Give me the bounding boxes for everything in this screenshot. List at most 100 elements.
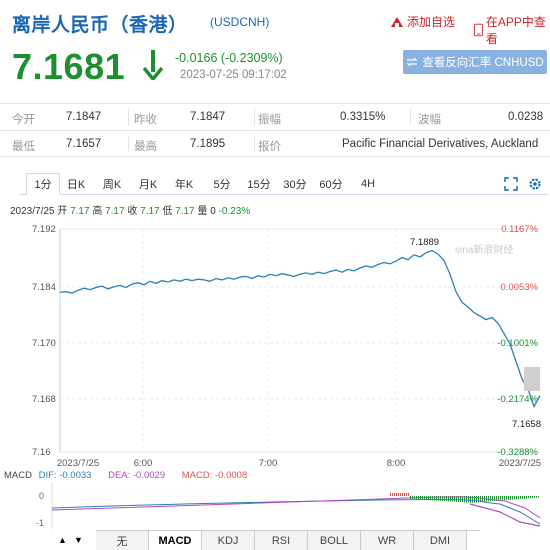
info-pct: -0.23% [218, 206, 251, 217]
indicator-tabs: 无 MACD KDJ RSI BOLL WR DMI [96, 530, 480, 550]
favorite-icon [391, 16, 403, 27]
tab-5min[interactable]: 5分 [213, 179, 231, 191]
tab-indicator-boll[interactable]: BOLL [308, 531, 361, 550]
add-favorite-label: 添加自选 [407, 15, 456, 29]
tab-weekly[interactable]: 周K [102, 179, 122, 191]
macd-bar [512, 496, 513, 500]
page-title: 离岸人民币（香港） [12, 15, 188, 36]
macd-bar [392, 493, 393, 496]
y-tick-label: 7.168 [32, 394, 56, 405]
watermark: sina新浪财经 [455, 243, 513, 256]
macd-dea: DEA: -0.0029 [108, 470, 166, 481]
macd-bar [406, 493, 407, 496]
macd-bar [482, 496, 483, 503]
reverse-rate-button[interactable]: 查看反向汇率 CNHUSD [403, 50, 547, 74]
macd-value: MACD: -0.0008 [181, 470, 248, 481]
macd-bar [428, 496, 429, 501]
prev-close-value: 7.1847 [190, 111, 226, 123]
period-tabs: 1分 日K 周K 月K 年K 5分 15分 30分 60分 4H [20, 173, 548, 195]
open-in-app-button[interactable]: 在APP中查看 [474, 13, 550, 47]
tab-indicator-kdj[interactable]: KDJ [202, 531, 255, 550]
macd-bar [526, 496, 527, 499]
info-vol: 0 [210, 206, 216, 217]
macd-bar [400, 493, 401, 496]
last-annotation: 7.1658 [512, 419, 541, 430]
high-annotation: 7.1889 [410, 237, 439, 248]
macd-bar [456, 496, 457, 502]
macd-title: MACD [4, 470, 32, 481]
quote-source-label: 报价 [258, 141, 281, 153]
macd-bar [458, 496, 459, 502]
macd-bar [478, 496, 479, 503]
tab-indicator-macd[interactable]: MACD [149, 531, 202, 550]
macd-bar [442, 496, 443, 501]
macd-trend-line [469, 503, 541, 527]
tab-indicator-rsi[interactable]: RSI [255, 531, 308, 550]
macd-bar [394, 493, 395, 496]
tab-60min[interactable]: 60分 [319, 179, 343, 191]
macd-bar [462, 496, 463, 503]
macd-bar [444, 496, 445, 502]
macd-bar [532, 496, 533, 499]
arrow-down-icon [143, 50, 163, 80]
macd-bar [536, 496, 537, 498]
tab-monthly[interactable]: 月K [138, 179, 158, 191]
macd-bar [530, 496, 531, 499]
x-tick-label: 2023/7/25 [499, 458, 541, 469]
macd-dea-line [51, 496, 541, 519]
tab-4h[interactable]: 4H [360, 178, 376, 190]
ohlc-info: 2023/7/25 开 7.17 高 7.17 收 7.17 低 7.17 量 … [10, 202, 250, 217]
macd-bar [454, 496, 455, 502]
info-date: 2023/7/25 [10, 206, 55, 217]
macd-bar [452, 496, 453, 502]
macd-bar [520, 496, 521, 499]
macd-bar [534, 496, 535, 498]
tab-30min[interactable]: 30分 [283, 179, 307, 191]
price-line [59, 249, 541, 409]
y-tick-label-right: 0.1167% [501, 224, 538, 235]
info-open-label: 开 [57, 206, 68, 217]
info-high: 7.17 [105, 206, 125, 217]
y-tick-label-right: -0.1001% [497, 338, 538, 349]
macd-bar [524, 496, 525, 499]
macd-bar [500, 496, 501, 501]
macd-bar [476, 496, 477, 503]
tab-indicator-none[interactable]: 无 [96, 531, 149, 550]
tab-15min[interactable]: 15分 [247, 179, 271, 191]
macd-bar [516, 496, 517, 500]
price-change: -0.0166 (-0.2309%) [175, 51, 283, 65]
scroll-down-button[interactable]: ▼ [74, 535, 83, 545]
amplitude-value: 0.3315% [340, 111, 386, 123]
fullscreen-icon[interactable] [504, 177, 518, 191]
macd-bar [470, 496, 471, 503]
quote-timestamp: 2023-07-25 09:17:02 [180, 69, 287, 81]
stats-row: 今开 7.1847 昨收 7.1847 振幅 0.3315% 波幅 0.0238 [0, 103, 550, 130]
tab-1min[interactable]: 1分 [26, 173, 60, 195]
macd-dif-line [51, 498, 541, 525]
quote-source-value: Pacific Financial Derivatives, Auckland [342, 138, 539, 150]
current-price: 7.1681 [12, 46, 126, 87]
tab-indicator-dmi[interactable]: DMI [414, 531, 467, 550]
macd-bar [448, 496, 449, 502]
tab-daily[interactable]: 日K [66, 179, 86, 191]
tab-indicator-wr[interactable]: WR [361, 531, 414, 550]
macd-bar [474, 496, 475, 503]
tab-yearly[interactable]: 年K [174, 179, 194, 191]
price-chart[interactable]: 7.192 7.184 7.170 7.168 7.16 0.1167% 0.0053% -… [0, 215, 550, 473]
macd-bar [424, 496, 425, 500]
scroll-up-button[interactable]: ▲ [58, 535, 67, 545]
macd-bar [472, 496, 473, 503]
macd-bar [408, 493, 409, 496]
macd-bar [430, 496, 431, 501]
x-tick-label: 2023/7/25 [57, 458, 99, 469]
reverse-rate-label: 查看反向汇率 CNHUSD [422, 57, 544, 69]
macd-bar [490, 496, 491, 502]
add-favorite-button[interactable]: 添加自选 [390, 13, 455, 30]
macd-bar [528, 496, 529, 499]
settings-icon[interactable] [528, 177, 542, 191]
x-tick-label: 6:00 [134, 458, 153, 469]
y-axis-left: 7.192 7.184 7.170 7.168 7.16 [32, 224, 56, 458]
macd-legend: MACD DIF: -0.0033 DEA: -0.0029 MACD: -0.… [4, 470, 247, 481]
info-close-label: 收 [127, 206, 138, 217]
x-tick-label: 7:00 [259, 458, 278, 469]
